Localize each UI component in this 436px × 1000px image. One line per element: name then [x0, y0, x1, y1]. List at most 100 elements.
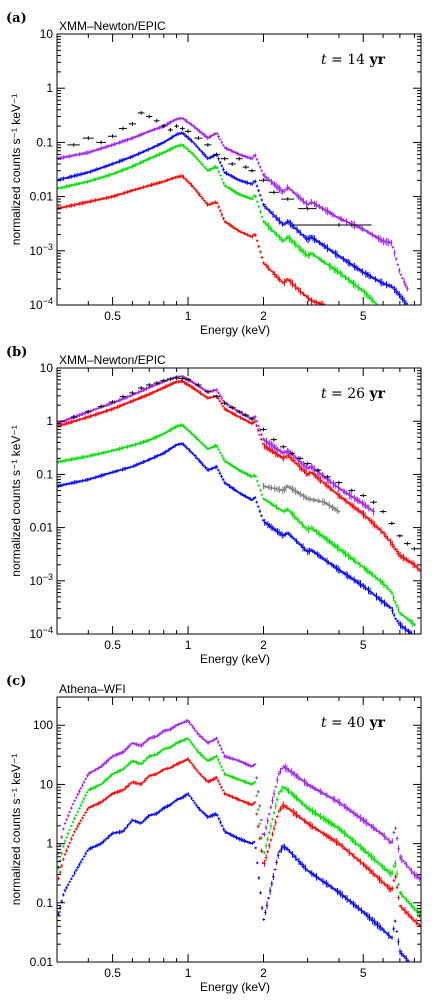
- spectrum-points: [57, 792, 412, 962]
- plot-area: [57, 719, 421, 962]
- y-axis-label: normalized counts s⁻¹ keV⁻¹: [9, 425, 23, 576]
- series-0: [57, 719, 421, 882]
- x-axis: 0.5 1 2 5 Energy (keV): [56, 34, 415, 337]
- spectrum-points: [262, 483, 341, 514]
- panel-label: (b): [6, 345, 27, 360]
- spectrum-points: [57, 423, 416, 628]
- series-4: [67, 111, 372, 227]
- y-axis-label: normalized counts s⁻¹ keV⁻¹: [9, 754, 23, 905]
- x-tick-label: 2: [260, 966, 267, 980]
- epoch-unit: yr: [368, 52, 385, 68]
- series-2: [57, 757, 421, 929]
- spectrum-points: [57, 737, 421, 919]
- y-tick-label: 0.01: [30, 521, 54, 535]
- y-axis: 0.01 0.1 1 10 100 normalized counts s⁻¹ keV⁻¹: [9, 696, 421, 969]
- epoch-value: = 26: [327, 386, 370, 402]
- instrument-label: Athena–WFI: [59, 682, 126, 696]
- y-tick-base: 10: [29, 298, 43, 312]
- x-tick-label: 1: [185, 638, 192, 652]
- y-tick-label: 1: [46, 81, 53, 95]
- x-axis-label: Energy (keV): [200, 323, 270, 337]
- y-tick-label: 1: [46, 837, 53, 851]
- y-tick-label: 10−4: [29, 625, 53, 641]
- x-axis: 0.5 1 2 5 Energy (keV): [56, 697, 415, 994]
- spectrum-points: [57, 174, 326, 305]
- x-axis-label: Energy (keV): [200, 980, 270, 994]
- y-tick-label: 10: [40, 27, 54, 41]
- series-3: [57, 792, 412, 962]
- x-tick-label: 2: [260, 309, 267, 323]
- plot-area: [57, 375, 421, 634]
- epoch-unit: yr: [368, 715, 385, 731]
- y-tick-label: 0.1: [36, 467, 53, 481]
- x-axis-label: Energy (keV): [200, 652, 270, 666]
- series-3: [57, 174, 326, 305]
- y-tick-label: 0.01: [30, 190, 54, 204]
- panel-c: (c) Athena–WFI t = 40 yr 0.5 1 2 5 Energy (keV)…: [6, 674, 422, 994]
- x-tick-label: 2: [260, 638, 267, 652]
- plot-frame: [56, 33, 422, 306]
- instrument-label: XMM–Newton/EPIC: [59, 353, 166, 367]
- y-axis-label: normalized counts s⁻¹ keV⁻¹: [9, 94, 23, 245]
- plot-area: [57, 111, 409, 305]
- series-5: [262, 483, 341, 514]
- y-tick-base: 10: [29, 627, 43, 641]
- spectrum-points: [57, 131, 409, 305]
- spectrum-points: [57, 143, 379, 305]
- y-tick-label: 10: [40, 777, 54, 791]
- spectrum-points: [57, 379, 421, 575]
- plot-frame: [56, 696, 422, 963]
- epoch-unit: yr: [368, 386, 385, 402]
- y-tick-label: 10−3: [29, 242, 53, 258]
- epoch-label: t = 40 yr: [321, 715, 386, 731]
- plot-frame: [56, 367, 422, 635]
- spectrum-points: [57, 116, 409, 292]
- panel-label: (a): [6, 11, 27, 26]
- y-tick-label: 1: [46, 414, 53, 428]
- x-tick-label: 0.5: [104, 966, 121, 980]
- y-tick-label: 10−4: [29, 296, 53, 312]
- epoch-value: = 14: [327, 52, 370, 68]
- series-2: [57, 143, 379, 305]
- instrument-label: XMM–Newton/EPIC: [59, 19, 166, 33]
- y-tick-base: 10: [29, 244, 43, 258]
- series-1: [57, 131, 409, 305]
- epoch-label: t = 26 yr: [321, 386, 386, 402]
- x-tick-label: 5: [360, 309, 367, 323]
- y-tick-label: 10: [40, 361, 54, 375]
- panel-a: (a) XMM–Newton/EPIC t = 14 yr 0.5 1 2 5 Energy …: [6, 11, 422, 337]
- y-tick-label: 0.1: [36, 896, 53, 910]
- x-tick-label: 1: [185, 966, 192, 980]
- y-tick-label: 10−3: [29, 572, 53, 588]
- series-0: [57, 379, 421, 575]
- epoch-label: t = 14 yr: [321, 52, 386, 68]
- spectrum-points: [57, 442, 413, 634]
- y-tick-exponent: −3: [43, 242, 53, 252]
- x-tick-label: 0.5: [104, 309, 121, 323]
- y-tick-exponent: −4: [43, 625, 53, 635]
- y-tick-label: 0.01: [30, 955, 54, 969]
- series-2: [57, 423, 416, 628]
- epoch-symbol: t: [321, 386, 327, 402]
- y-tick-base: 10: [29, 574, 43, 588]
- x-tick-label: 5: [360, 966, 367, 980]
- spectrum-points: [57, 719, 421, 882]
- y-tick-label: 0.1: [36, 135, 53, 149]
- y-tick-exponent: −3: [43, 572, 53, 582]
- epoch-value: = 40: [327, 715, 370, 731]
- y-tick-label: 100: [33, 718, 53, 732]
- series-4: [57, 376, 418, 551]
- series-3: [57, 442, 413, 634]
- x-tick-label: 5: [360, 638, 367, 652]
- x-tick-label: 1: [185, 309, 192, 323]
- series-1: [57, 737, 421, 919]
- panel-label: (c): [6, 674, 26, 689]
- x-tick-label: 0.5: [104, 638, 121, 652]
- epoch-symbol: t: [321, 715, 327, 731]
- spectrum-points: [57, 757, 421, 929]
- panel-b: (b) XMM–Newton/EPIC t = 26 yr 0.5 1 2 5 Energy …: [6, 345, 422, 666]
- y-tick-exponent: −4: [43, 296, 53, 306]
